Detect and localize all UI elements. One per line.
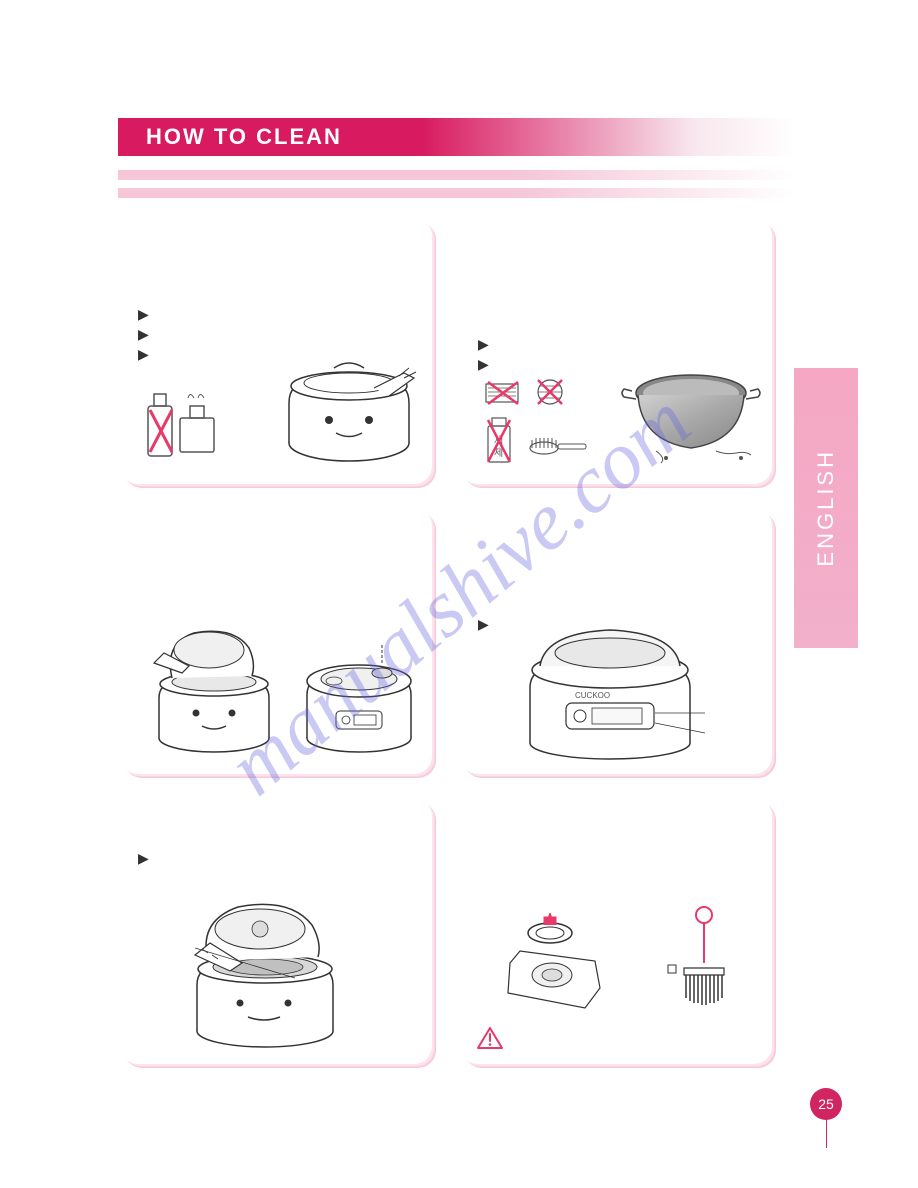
bullet-icon: ▶ <box>138 346 149 363</box>
bullet-icon: ▶ <box>138 326 149 343</box>
page-title: HOW TO CLEAN <box>146 124 342 150</box>
caution-icon <box>476 1026 504 1050</box>
cleaning-items-illustration: 세 제 <box>478 376 608 476</box>
decorative-bar-1 <box>118 170 794 180</box>
page-number-badge: 25 <box>810 1088 842 1120</box>
cooker-top-illustration <box>294 633 424 763</box>
language-tab: ENGLISH <box>794 368 858 648</box>
page-number: 25 <box>818 1096 834 1112</box>
instruction-card-1: ▶ ▶ ▶ <box>120 218 432 484</box>
instruction-card-6 <box>460 798 772 1064</box>
bullet-icon: ▶ <box>478 616 489 633</box>
page-container: HOW TO CLEAN ENGLISH ▶ ▶ ▶ <box>0 0 918 1188</box>
instruction-card-5: ▶ <box>120 798 432 1064</box>
decorative-bar-2 <box>118 188 794 198</box>
bullet-icon: ▶ <box>138 850 149 867</box>
brush-pin-illustration <box>654 903 744 1018</box>
instruction-card-4: ▶ CUCKOO <box>460 508 772 774</box>
bullet-icon: ▶ <box>138 306 149 323</box>
cooker-front-panel-illustration: CUCKOO <box>510 618 710 768</box>
instruction-card-2: ▶ ▶ 세 제 <box>460 218 772 484</box>
language-label: ENGLISH <box>813 449 839 567</box>
open-cooker-wipe-illustration <box>160 893 350 1053</box>
steam-cap-illustration <box>500 913 620 1023</box>
bullet-icon: ▶ <box>478 336 489 353</box>
bullet-icon: ▶ <box>478 356 489 373</box>
rice-cooker-illustration <box>274 348 424 473</box>
instruction-card-3 <box>120 508 432 774</box>
page-decorative-line <box>826 1118 827 1148</box>
bottles-illustration <box>138 376 228 466</box>
inner-pot-illustration <box>616 363 766 473</box>
header-bar: HOW TO CLEAN <box>115 118 795 156</box>
svg-text:CUCKOO: CUCKOO <box>575 691 610 700</box>
open-cooker-cloth-illustration <box>134 618 284 763</box>
